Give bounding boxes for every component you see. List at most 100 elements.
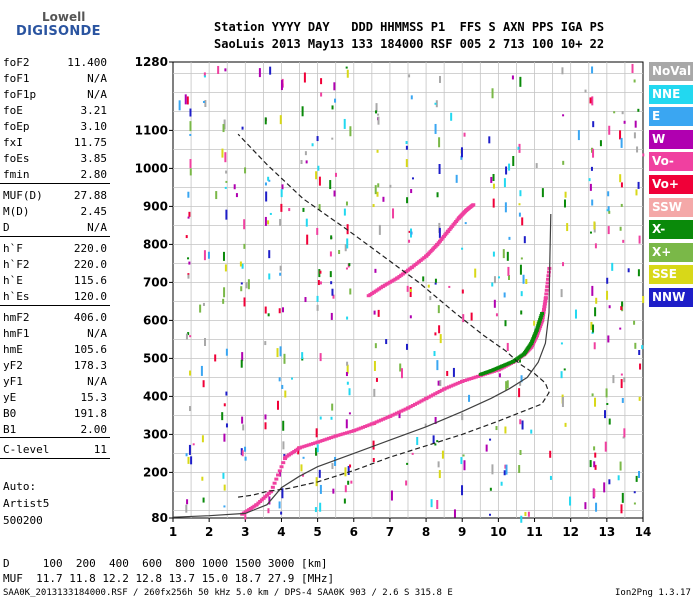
noise-echo: [607, 335, 610, 343]
noise-echo: [185, 235, 188, 239]
param-h-es: h`Es 120.0: [3, 289, 107, 305]
noise-echo: [343, 208, 346, 216]
param-hmf2: hmF2 406.0: [3, 310, 107, 326]
noise-echo: [434, 282, 437, 285]
noise-echo: [461, 289, 464, 294]
noise-echo: [240, 359, 243, 368]
noise-echo: [437, 305, 440, 314]
noise-echo: [504, 426, 507, 434]
noise-echo: [221, 148, 224, 158]
noise-echo: [346, 364, 349, 374]
trace-point: [313, 441, 318, 445]
noise-echo: [203, 75, 206, 78]
noise-echo: [302, 473, 305, 477]
noise-echo: [329, 180, 332, 190]
noise-echo: [185, 504, 188, 513]
noise-echo: [347, 480, 350, 485]
noise-echo: [409, 287, 412, 298]
param-fof2: foF2 11.400: [3, 55, 107, 71]
noise-echo: [638, 349, 641, 355]
noise-echo: [562, 262, 565, 267]
noise-echo: [505, 381, 508, 391]
noise-echo: [432, 435, 435, 444]
noise-echo: [424, 423, 427, 427]
noise-echo: [258, 68, 261, 78]
noise-echo: [331, 463, 334, 470]
noise-echo: [619, 327, 622, 330]
noise-echo: [622, 436, 625, 439]
noise-echo: [606, 277, 609, 284]
x-tick-label: 12: [562, 525, 579, 539]
noise-echo: [241, 416, 244, 424]
noise-echo: [301, 106, 304, 117]
noise-echo: [637, 108, 640, 112]
trace-point: [542, 307, 547, 311]
noise-echo: [333, 82, 336, 91]
noise-echo: [377, 309, 380, 317]
noise-echo: [319, 502, 322, 512]
legend-item-noval: NoVal: [649, 62, 693, 81]
noise-echo: [611, 262, 614, 271]
x-tick-label: 6: [350, 525, 358, 539]
noise-echo: [620, 504, 623, 514]
noise-echo: [519, 190, 522, 197]
trace-point: [279, 465, 284, 469]
noise-echo: [639, 363, 642, 370]
param-key: B1: [3, 423, 17, 436]
param-value: 3.10: [80, 120, 108, 133]
trace-point: [534, 328, 539, 332]
noise-echo: [461, 413, 464, 421]
noise-echo: [318, 204, 321, 211]
noise-echo: [495, 426, 498, 431]
trace-point: [435, 242, 440, 246]
noise-echo: [492, 183, 495, 189]
noise-echo: [502, 249, 505, 259]
trace-point: [529, 341, 534, 345]
noise-echo: [334, 98, 337, 103]
noise-echo: [281, 384, 284, 389]
noise-echo: [201, 435, 204, 443]
noise-echo: [187, 274, 190, 279]
trace-point: [534, 334, 539, 338]
noise-echo: [503, 470, 506, 476]
noise-echo: [574, 309, 577, 319]
noise-echo: [592, 148, 595, 158]
noise-echo: [474, 268, 477, 278]
noise-echo: [564, 191, 567, 198]
noise-echo: [612, 375, 615, 384]
param-h-f2: h`F2 220.0: [3, 257, 107, 273]
noise-echo: [348, 263, 351, 267]
noise-echo: [282, 441, 285, 450]
noise-echo: [577, 130, 580, 141]
noise-echo: [519, 381, 522, 386]
noise-echo: [463, 132, 466, 137]
trace-point: [334, 434, 339, 438]
noise-echo: [435, 100, 438, 108]
trace-point: [545, 281, 550, 285]
noise-echo: [242, 424, 245, 431]
x-tick-label: 4: [277, 525, 285, 539]
noise-echo: [346, 69, 349, 78]
noise-echo: [520, 291, 523, 297]
param-ye: yE 15.3: [3, 390, 107, 406]
noise-echo: [589, 231, 592, 234]
noise-echo: [521, 420, 524, 430]
noise-echo: [619, 174, 622, 183]
noise-echo: [348, 412, 351, 415]
trace-point: [256, 501, 261, 505]
trace-point: [436, 241, 441, 245]
noise-echo: [225, 209, 228, 220]
noise-echo: [315, 171, 318, 180]
noise-echo: [533, 320, 536, 326]
noise-echo: [240, 282, 243, 285]
noise-echo: [187, 216, 190, 219]
noise-echo: [492, 198, 495, 208]
trace-point: [276, 473, 281, 477]
noise-echo: [189, 133, 192, 136]
noise-echo: [416, 436, 419, 445]
trace-point: [326, 436, 331, 440]
trace-point: [360, 425, 365, 429]
trace-point: [545, 285, 550, 289]
noise-echo: [188, 211, 191, 217]
legend-item-e: E: [649, 107, 693, 127]
